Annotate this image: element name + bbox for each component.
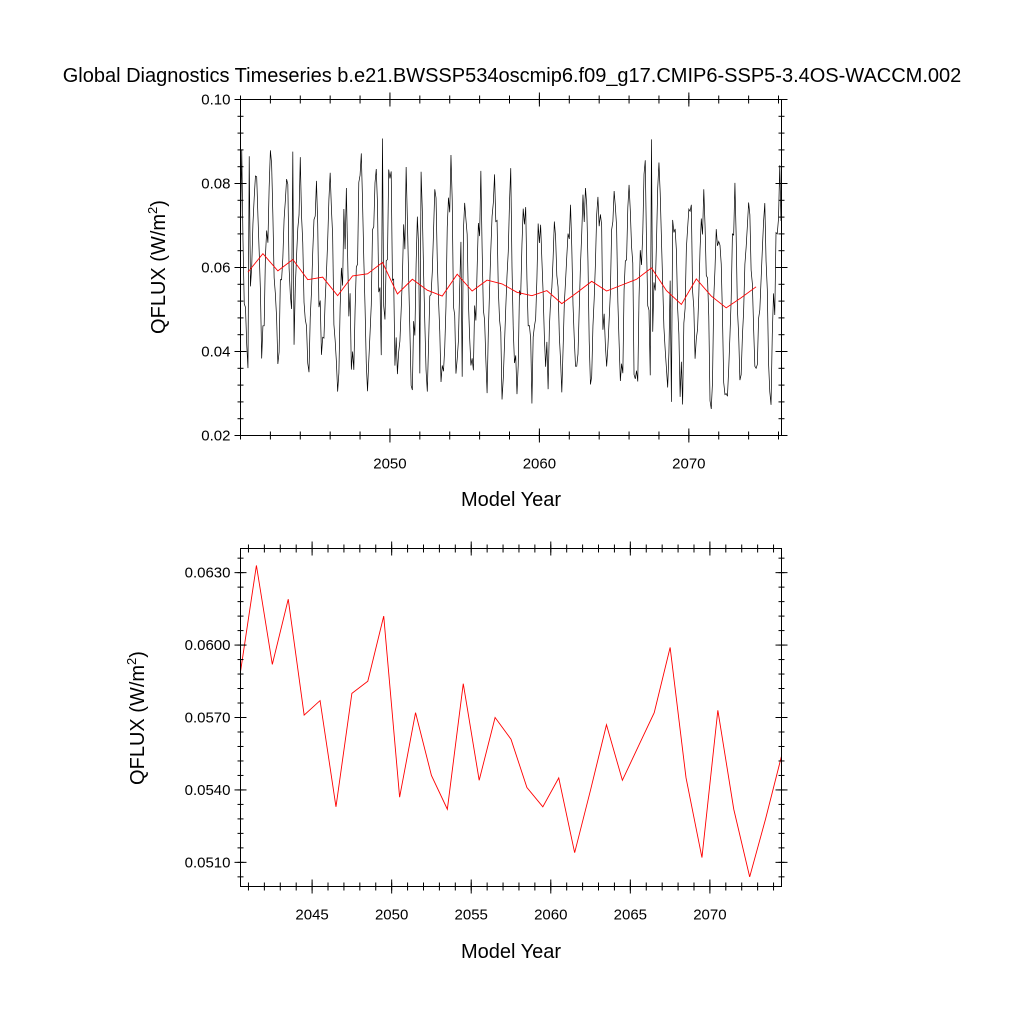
bottom-x-tick-label: 2050 bbox=[375, 907, 408, 924]
top-y-axis-title: QFLUX (W/m2) bbox=[145, 200, 170, 334]
bottom-x-tick-label: 2060 bbox=[534, 907, 567, 924]
bottom-series-group bbox=[240, 565, 782, 877]
top-ticks-group: 0.02 0.04 0.06 0.08 0.10 2050 2060 2070 bbox=[201, 92, 788, 473]
top-series-monthly bbox=[240, 138, 782, 410]
top-chart-panel: 0.02 0.04 0.06 0.08 0.10 2050 2060 2070 Model Y… bbox=[145, 92, 788, 511]
bottom-x-tick-label: 2070 bbox=[693, 907, 726, 924]
bottom-y-tick-label: 0.0600 bbox=[185, 637, 231, 654]
top-y-tick-label: 0.04 bbox=[201, 344, 230, 361]
bottom-series-annual bbox=[240, 565, 782, 877]
bottom-y-axis-title: QFLUX (W/m2) bbox=[124, 651, 149, 785]
top-series-annual bbox=[247, 252, 757, 309]
bottom-x-axis-title: Model Year bbox=[461, 941, 561, 963]
top-x-tick-label: 2050 bbox=[373, 456, 406, 473]
top-x-axis-title: Model Year bbox=[461, 489, 561, 511]
top-y-tick-label: 0.08 bbox=[201, 176, 230, 193]
top-x-tick-label: 2060 bbox=[523, 456, 556, 473]
bottom-x-tick-label: 2055 bbox=[455, 907, 488, 924]
top-y-tick-label: 0.06 bbox=[201, 260, 230, 277]
top-y-tick-label: 0.10 bbox=[201, 92, 230, 109]
bottom-x-tick-label: 2065 bbox=[614, 907, 647, 924]
bottom-chart-panel: 0.0510 0.0540 0.0570 0.0600 0.0630 2045 2050 20… bbox=[124, 541, 788, 963]
bottom-y-tick-label: 0.0630 bbox=[185, 565, 231, 582]
bottom-ticks-group: 0.0510 0.0540 0.0570 0.0600 0.0630 2045 2050 20… bbox=[185, 541, 788, 924]
bottom-y-tick-label: 0.0510 bbox=[185, 854, 231, 871]
bottom-x-tick-label: 2045 bbox=[295, 907, 328, 924]
bottom-y-tick-label: 0.0570 bbox=[185, 710, 231, 727]
top-y-tick-label: 0.02 bbox=[201, 428, 230, 445]
bottom-y-tick-label: 0.0540 bbox=[185, 782, 231, 799]
top-series-group bbox=[240, 138, 782, 410]
figure-title: Global Diagnostics Timeseries b.e21.BWSS… bbox=[63, 65, 962, 87]
top-x-tick-label: 2070 bbox=[672, 456, 705, 473]
